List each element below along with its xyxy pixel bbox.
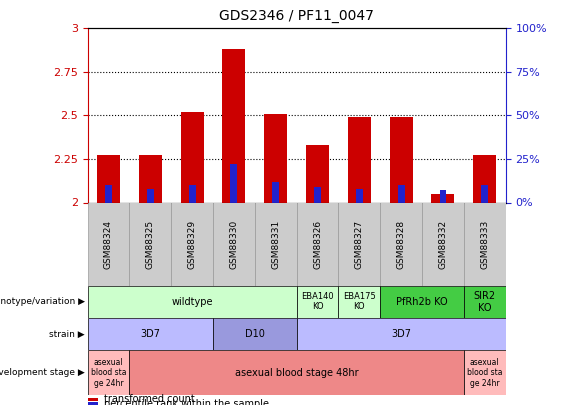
Text: GSM88324: GSM88324 bbox=[104, 220, 113, 269]
Text: D10: D10 bbox=[245, 329, 265, 339]
Text: 3D7: 3D7 bbox=[391, 329, 411, 339]
Bar bbox=[297, 202, 338, 286]
Bar bbox=[88, 402, 98, 405]
Bar bbox=[272, 181, 279, 202]
Bar bbox=[390, 117, 412, 202]
Text: development stage ▶: development stage ▶ bbox=[0, 368, 85, 377]
Text: wildtype: wildtype bbox=[171, 297, 213, 307]
Text: strain ▶: strain ▶ bbox=[49, 330, 85, 339]
Text: GSM88330: GSM88330 bbox=[229, 220, 238, 269]
Bar bbox=[171, 202, 213, 286]
Text: percentile rank within the sample: percentile rank within the sample bbox=[105, 399, 270, 405]
Text: asexual
blood sta
ge 24hr: asexual blood sta ge 24hr bbox=[91, 358, 126, 388]
Bar bbox=[129, 350, 464, 395]
Text: GSM88333: GSM88333 bbox=[480, 220, 489, 269]
Bar bbox=[147, 189, 154, 202]
Text: asexual
blood sta
ge 24hr: asexual blood sta ge 24hr bbox=[467, 358, 502, 388]
Bar bbox=[189, 185, 195, 202]
Bar bbox=[213, 318, 297, 350]
Bar bbox=[464, 350, 506, 395]
Text: GSM88325: GSM88325 bbox=[146, 220, 155, 269]
Text: SIR2
KO: SIR2 KO bbox=[473, 291, 496, 313]
Bar bbox=[356, 189, 363, 202]
Bar bbox=[97, 156, 120, 202]
Bar bbox=[297, 318, 506, 350]
Bar bbox=[440, 190, 446, 202]
Bar bbox=[88, 286, 297, 318]
Bar bbox=[348, 117, 371, 202]
Bar bbox=[139, 156, 162, 202]
Bar bbox=[213, 202, 255, 286]
Text: asexual blood stage 48hr: asexual blood stage 48hr bbox=[235, 368, 358, 377]
Bar bbox=[181, 112, 203, 202]
Bar bbox=[422, 202, 464, 286]
Text: GSM88328: GSM88328 bbox=[397, 220, 406, 269]
Bar bbox=[105, 185, 112, 202]
Text: EBA175
KO: EBA175 KO bbox=[343, 292, 376, 311]
Bar bbox=[129, 202, 171, 286]
Text: GSM88329: GSM88329 bbox=[188, 220, 197, 269]
Bar bbox=[314, 187, 321, 202]
Bar bbox=[338, 202, 380, 286]
Bar bbox=[398, 185, 405, 202]
Text: genotype/variation ▶: genotype/variation ▶ bbox=[0, 297, 85, 306]
Bar bbox=[380, 202, 422, 286]
Bar bbox=[432, 194, 454, 202]
Bar bbox=[223, 49, 245, 202]
Text: GSM88327: GSM88327 bbox=[355, 220, 364, 269]
Bar bbox=[338, 286, 380, 318]
Title: GDS2346 / PF11_0047: GDS2346 / PF11_0047 bbox=[219, 9, 374, 23]
Bar bbox=[380, 286, 464, 318]
Text: GSM88332: GSM88332 bbox=[438, 220, 447, 269]
Bar bbox=[264, 114, 287, 202]
Bar bbox=[306, 145, 329, 202]
Bar bbox=[297, 286, 338, 318]
Text: GSM88326: GSM88326 bbox=[313, 220, 322, 269]
Bar bbox=[464, 202, 506, 286]
Bar bbox=[255, 202, 297, 286]
Bar bbox=[464, 286, 506, 318]
Text: GSM88331: GSM88331 bbox=[271, 220, 280, 269]
Text: PfRh2b KO: PfRh2b KO bbox=[396, 297, 448, 307]
Bar bbox=[88, 318, 213, 350]
Bar bbox=[88, 202, 129, 286]
Text: EBA140
KO: EBA140 KO bbox=[301, 292, 334, 311]
Bar bbox=[473, 156, 496, 202]
Bar bbox=[88, 398, 98, 401]
Text: 3D7: 3D7 bbox=[140, 329, 160, 339]
Bar bbox=[481, 185, 488, 202]
Bar bbox=[88, 350, 129, 395]
Text: transformed count: transformed count bbox=[105, 394, 195, 404]
Bar bbox=[231, 164, 237, 202]
